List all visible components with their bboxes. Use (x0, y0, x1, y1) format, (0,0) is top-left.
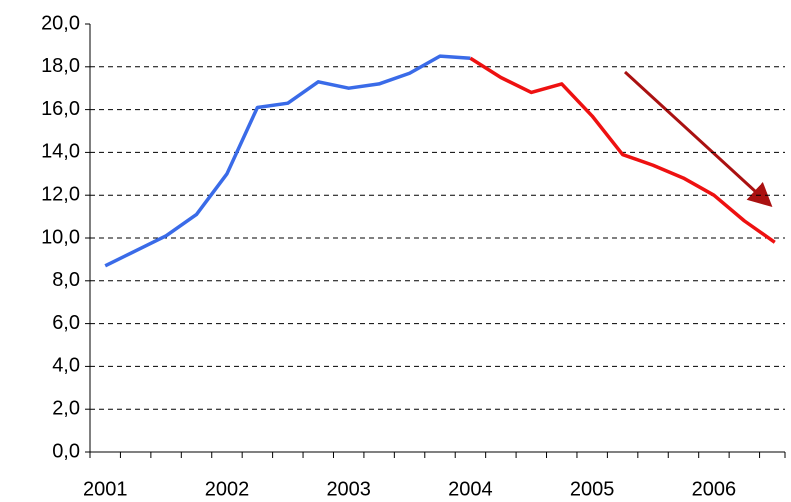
x-tick-label: 2006 (692, 478, 737, 500)
y-tick-label: 16,0 (41, 98, 80, 120)
x-tick-label: 2002 (205, 478, 250, 500)
line-series (469, 56, 776, 244)
y-tick-label: 0,0 (52, 440, 80, 462)
y-tick-label: 20,0 (41, 12, 80, 34)
y-tick-label: 12,0 (41, 183, 80, 205)
y-tick-label: 10,0 (41, 226, 80, 248)
x-tick-label: 2005 (570, 478, 615, 500)
y-tick-label: 8,0 (52, 269, 80, 291)
y-tick-label: 14,0 (41, 141, 80, 163)
y-tick-label: 2,0 (52, 397, 80, 419)
y-tick-label: 18,0 (41, 55, 80, 77)
x-tick-label: 2001 (83, 478, 128, 500)
y-tick-label: 4,0 (52, 355, 80, 377)
line-series (104, 54, 471, 268)
trend-arrow (623, 70, 773, 208)
y-tick-label: 6,0 (52, 312, 80, 334)
x-tick-label: 2003 (326, 478, 371, 500)
x-tick-label: 2004 (448, 478, 493, 500)
